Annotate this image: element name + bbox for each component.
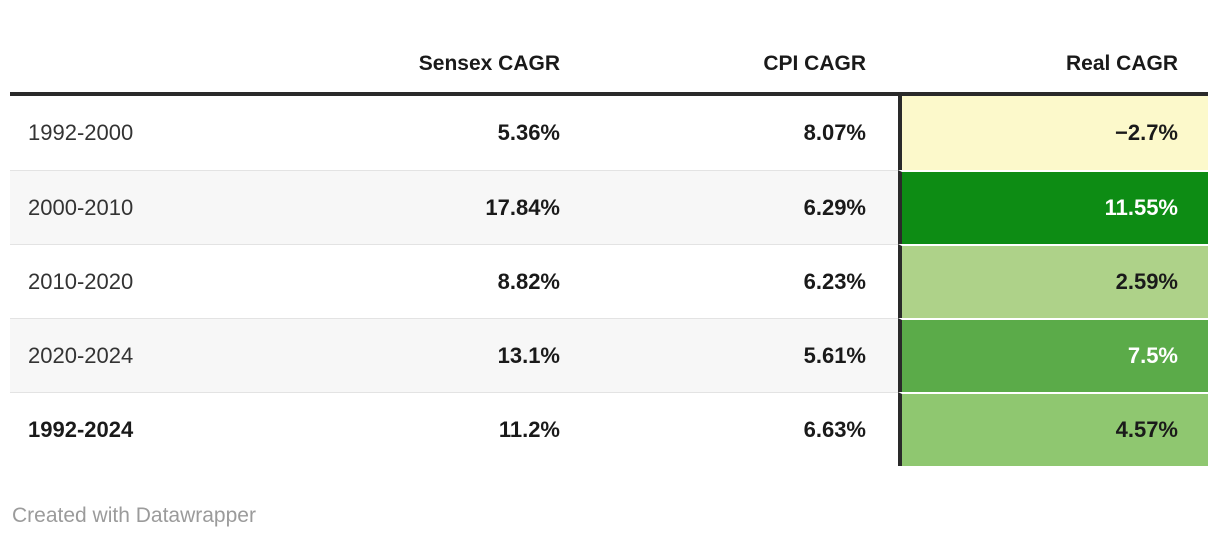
column-header-cpi-cagr: CPI CAGR — [763, 52, 866, 75]
cagr-comparison-table: Sensex CAGR CPI CAGR Real CAGR 1992-2000… — [10, 0, 1208, 466]
sensex-cagr-value: 8.82% — [296, 244, 592, 318]
sensex-cagr-value: 11.2% — [296, 392, 592, 466]
table-row-total: 1992-2024 11.2% 6.63% 4.57% — [10, 392, 1208, 466]
period-label: 1992-2024 — [10, 392, 296, 466]
column-header-sensex-cagr: Sensex CAGR — [418, 52, 560, 75]
cpi-cagr-value: 8.07% — [803, 120, 866, 145]
real-cagr-heatmap-cell: 2.59% — [898, 244, 1208, 318]
period-label: 2020-2024 — [10, 318, 296, 392]
datawrapper-credit: Created with Datawrapper — [12, 504, 256, 527]
period-label: 2000-2010 — [10, 170, 296, 244]
real-cagr-heatmap-cell: −2.7% — [898, 96, 1208, 170]
real-cagr-heatmap-cell: 4.57% — [898, 392, 1208, 466]
table-row: 2000-2010 17.84% 6.29% 11.55% — [10, 170, 1208, 244]
column-header-real-cagr: Real CAGR — [1065, 52, 1178, 75]
table-row: 2010-2020 8.82% 6.23% 2.59% — [10, 244, 1208, 318]
sensex-cagr-value: 17.84% — [296, 170, 592, 244]
sensex-cagr-value: 13.1% — [296, 318, 592, 392]
cpi-cagr-value: 6.29% — [592, 170, 898, 244]
real-cagr-heatmap-cell: 11.55% — [898, 170, 1208, 244]
real-cagr-heatmap-cell: 7.5% — [898, 318, 1208, 392]
sensex-cagr-value: 5.36% — [497, 120, 560, 145]
cpi-cagr-value: 6.23% — [592, 244, 898, 318]
table-header-row: Sensex CAGR CPI CAGR Real CAGR — [10, 0, 1208, 96]
cpi-cagr-value: 6.63% — [592, 392, 898, 466]
period-label: 2010-2020 — [10, 244, 296, 318]
cpi-cagr-value: 5.61% — [592, 318, 898, 392]
table-row: 2020-2024 13.1% 5.61% 7.5% — [10, 318, 1208, 392]
table-row: 1992-2000 5.36% 8.07% −2.7% — [10, 96, 1208, 170]
period-label: 1992-2000 — [28, 120, 134, 145]
